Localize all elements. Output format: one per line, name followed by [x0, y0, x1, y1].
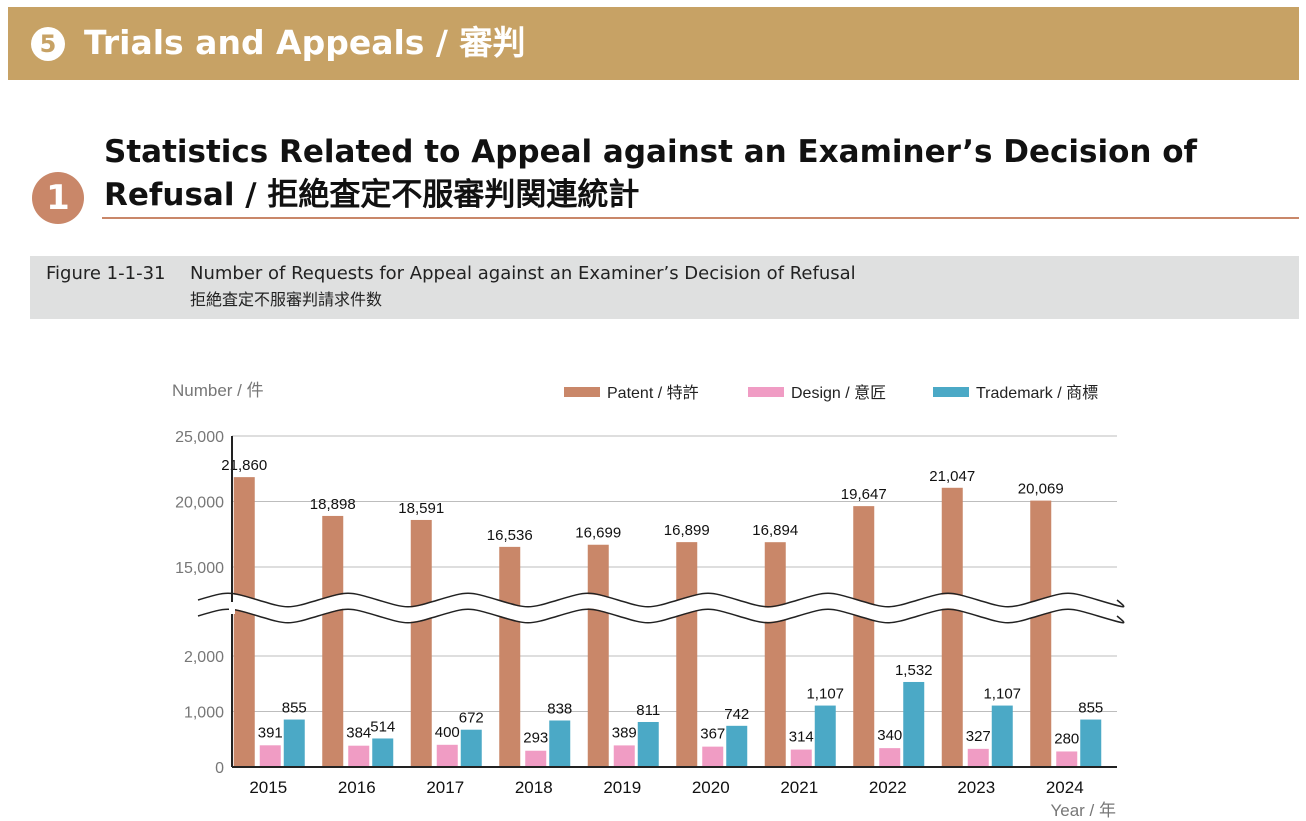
legend-swatch [564, 387, 600, 397]
data-label: 672 [459, 710, 484, 727]
bar [348, 745, 370, 767]
section-divider [102, 217, 1299, 219]
section-title: Statistics Related to Appeal against an … [104, 134, 1198, 213]
legend-label: Patent / 特許 [607, 384, 699, 402]
bar [549, 720, 571, 767]
axis-break-line [197, 608, 1125, 624]
bar [853, 506, 875, 767]
data-label: 838 [547, 700, 572, 717]
data-label: 389 [612, 724, 637, 741]
x-tick-label: 2016 [338, 778, 376, 797]
data-label: 514 [370, 718, 395, 735]
data-label: 16,894 [752, 522, 798, 539]
data-label: 18,591 [398, 500, 444, 517]
x-tick-label: 2022 [869, 778, 907, 797]
bar [499, 546, 521, 767]
data-label: 20,069 [1018, 481, 1064, 498]
figure-label: Figure 1-1-31 [46, 263, 166, 284]
data-label: 855 [1078, 700, 1103, 717]
data-label: 1,532 [895, 662, 933, 679]
x-tick-label: 2021 [780, 778, 818, 797]
y-tick-label: 1,000 [184, 705, 224, 722]
x-tick-label: 2019 [603, 778, 641, 797]
data-label: 391 [258, 724, 283, 741]
data-label: 280 [1054, 730, 1079, 747]
y-tick-label: 2,000 [184, 649, 224, 666]
bar [790, 749, 812, 767]
bar [941, 487, 963, 767]
x-axis-title: Year / 年 [1050, 801, 1116, 820]
data-label: 293 [523, 730, 548, 747]
bar [613, 745, 635, 767]
data-label: 16,699 [575, 525, 621, 542]
bar [764, 542, 786, 767]
bar [436, 744, 458, 767]
bar [283, 719, 305, 767]
bar [1030, 500, 1052, 767]
figure-subtitle: 拒絶査定不服審判請求件数 [190, 290, 383, 309]
data-label: 19,647 [841, 486, 887, 503]
bar [233, 477, 255, 767]
data-label: 811 [636, 702, 660, 719]
bar [637, 721, 659, 767]
banner-title: Trials and Appeals / 審判 [84, 23, 526, 62]
banner-number-badge: 5 [31, 27, 65, 61]
data-label: 340 [877, 727, 902, 744]
data-label: 21,047 [929, 468, 975, 485]
x-tick-label: 2018 [515, 778, 553, 797]
legend-swatch [748, 387, 784, 397]
legend-label: Trademark / 商標 [976, 384, 1098, 402]
axis-break-gap [229, 602, 235, 614]
y-axis-title: Number / 件 [172, 381, 264, 400]
section-banner: 5 Trials and Appeals / 審判 [8, 7, 1299, 80]
bar [322, 515, 344, 767]
axis-break-band [195, 594, 1131, 622]
data-label: 21,860 [221, 457, 267, 474]
data-label: 400 [435, 724, 460, 741]
x-tick-label: 2024 [1046, 778, 1084, 797]
bar [525, 750, 547, 767]
y-tick-label: 20,000 [175, 495, 224, 512]
bar [726, 725, 748, 767]
figure-title: Number of Requests for Appeal against an… [190, 263, 856, 284]
data-label: 1,107 [806, 686, 844, 703]
bar [1080, 719, 1102, 767]
bar [372, 738, 394, 767]
data-label: 327 [966, 728, 991, 745]
data-label: 16,536 [487, 527, 533, 544]
bar [991, 705, 1013, 767]
data-label: 367 [700, 726, 725, 743]
bar [903, 681, 925, 767]
data-label: 742 [724, 706, 749, 723]
bar [702, 746, 724, 767]
bar [676, 542, 698, 767]
data-label: 16,899 [664, 522, 710, 539]
axis-break-line [197, 592, 1125, 608]
bar [814, 705, 836, 767]
bar [410, 519, 432, 767]
legend-swatch [933, 387, 969, 397]
bar [967, 748, 989, 767]
data-label: 18,898 [310, 496, 356, 513]
y-tick-label: 25,000 [175, 429, 224, 446]
bar [587, 544, 609, 767]
bar [879, 748, 901, 767]
figure-caption-box: Figure 1-1-31 Number of Requests for App… [30, 256, 1299, 319]
x-tick-label: 2015 [249, 778, 287, 797]
data-label: 855 [282, 700, 307, 717]
x-tick-label: 2020 [692, 778, 730, 797]
x-tick-label: 2023 [957, 778, 995, 797]
data-label: 314 [789, 729, 814, 746]
bar [460, 729, 482, 767]
x-tick-label: 2017 [426, 778, 464, 797]
data-label: 1,107 [983, 686, 1021, 703]
bar [259, 745, 281, 767]
bar [1056, 751, 1078, 767]
y-tick-label: 15,000 [175, 560, 224, 577]
y-tick-label: 0 [215, 760, 224, 777]
legend-label: Design / 意匠 [791, 383, 886, 402]
data-label: 384 [346, 725, 371, 742]
section-number-badge: 1 [32, 172, 84, 224]
